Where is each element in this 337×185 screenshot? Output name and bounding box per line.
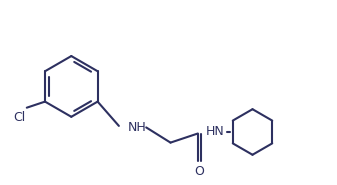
Text: O: O <box>194 165 204 178</box>
Text: Cl: Cl <box>13 111 25 124</box>
Text: NH: NH <box>128 121 147 134</box>
Text: HN: HN <box>206 125 224 139</box>
